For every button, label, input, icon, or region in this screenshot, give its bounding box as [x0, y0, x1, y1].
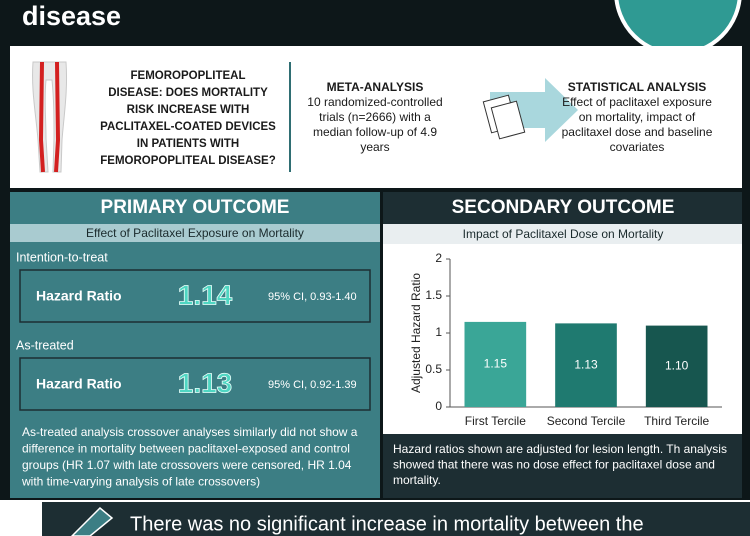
secondary-note-line: Hazard ratios shown are adjusted for les… [393, 442, 727, 456]
result-value: 1.14 [178, 279, 233, 310]
secondary-plot-bg [383, 224, 742, 244]
logo [614, 0, 742, 56]
bar-value-label: 1.15 [484, 357, 508, 371]
leg-illustration [32, 61, 68, 173]
primary-note-line: groups (HR 1.07 with late crossovers wer… [22, 458, 352, 472]
secondary-note-line: showed that there was no dose effect for… [393, 458, 715, 472]
meta-line: median follow-up of 4.9 [313, 125, 437, 139]
stats-title: STATISTICAL ANALYSIS [568, 80, 706, 94]
y-tick-label: 0.5 [425, 362, 442, 376]
x-tick-label: Second Tercile [547, 414, 626, 428]
x-tick-label: First Tercile [465, 414, 526, 428]
primary-note-line: difference in mortality between paclitax… [22, 442, 350, 456]
primary-title: PRIMARY OUTCOME [101, 197, 290, 218]
question-line: RISK INCREASE WITH [127, 104, 250, 116]
conclusion-bar [42, 502, 750, 536]
meta-line: years [360, 140, 389, 154]
primary-note-line: with time-varying analysis of late cross… [21, 475, 260, 489]
result-label: Hazard Ratio [36, 288, 122, 304]
primary-panel [10, 192, 380, 498]
question-line: PACLITAXEL-COATED DEVICES [100, 121, 276, 133]
stats-line: Effect of paclitaxel exposure [562, 95, 712, 109]
secondary-note-line: mortality. [393, 473, 441, 487]
bar [464, 321, 527, 407]
y-tick-label: 1.5 [425, 288, 442, 302]
bar-value-label: 1.13 [574, 357, 598, 371]
bar [555, 323, 617, 407]
conclusion-icon [70, 506, 114, 536]
result-group: Intention-to-treat [16, 250, 108, 264]
stats-line: paclitaxel dose and baseline [562, 125, 713, 139]
result-label: Hazard Ratio [36, 376, 122, 392]
arrow-icon [482, 78, 578, 142]
question-line: FEMOROPOPLITEAL DISEASE? [100, 155, 276, 167]
question-line: FEMOROPOPLITEAL [131, 70, 246, 82]
summary-panel [10, 46, 742, 188]
result-group: As-treated [16, 338, 74, 352]
primary-subtitle: Effect of Paclitaxel Exposure on Mortali… [86, 226, 304, 240]
conclusion-text: There was no significant increase in mor… [130, 513, 644, 535]
result-ci: 95% CI, 0.93-1.40 [268, 291, 357, 303]
bar-value-label: 1.10 [665, 358, 689, 372]
question-line: DISEASE: DOES MORTALITY [108, 87, 268, 99]
stats-line: on mortality, impact of [579, 110, 696, 124]
y-tick-label: 0 [435, 399, 442, 413]
bar [645, 325, 708, 407]
header-title: disease [22, 1, 121, 31]
meta-line: 10 randomized-controlled [307, 95, 442, 109]
secondary-title: SECONDARY OUTCOME [452, 197, 675, 218]
result-ci: 95% CI, 0.92-1.39 [268, 379, 357, 391]
meta-line: trials (n=2666) with a [319, 110, 431, 124]
meta-title: META-ANALYSIS [327, 80, 424, 94]
result-value: 1.13 [178, 367, 233, 398]
y-tick-label: 2 [435, 251, 442, 265]
y-tick-label: 1 [435, 325, 442, 339]
result-box [19, 357, 371, 411]
x-tick-label: Third Tercile [644, 414, 709, 428]
question-line: IN PATIENTS WITH [137, 138, 239, 150]
y-axis-label: Adjusted Hazard Ratio [409, 273, 423, 393]
primary-note-line: As-treated analysis crossover analyses s… [22, 425, 358, 439]
primary-subtitle-bar [10, 224, 380, 242]
stats-line: covariates [610, 140, 665, 154]
secondary-subtitle: Impact of Paclitaxel Dose on Mortality [463, 227, 664, 241]
result-box [19, 269, 371, 323]
